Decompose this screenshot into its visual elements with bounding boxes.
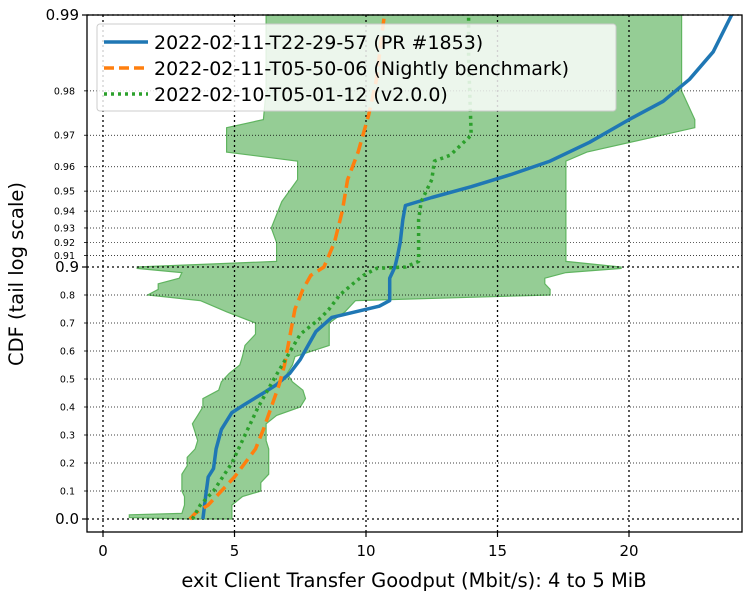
- y-minor-tick-label: 0.98: [54, 86, 75, 97]
- series-line-3: [190, 15, 473, 520]
- legend: 2022-02-11-T22-29-57 (PR #1853) 2022-02-1…: [96, 23, 617, 112]
- y-axis-title: CDF (tail log scale): [5, 182, 28, 366]
- y-minor-tick-label: 0.3: [60, 431, 75, 442]
- y-minor-tick-label: 0.5: [60, 375, 75, 386]
- y-minor-tick-label: 0.94: [54, 207, 75, 218]
- y-minor-tick-label: 0.8: [60, 291, 75, 302]
- x-tick-label: 20: [619, 542, 638, 560]
- y-minor-tick-label: 0.1: [60, 487, 75, 498]
- series-lines: [188, 14, 734, 521]
- series-line-2: [188, 14, 387, 521]
- y-minor-tick-label: 0.93: [54, 223, 75, 234]
- y-major-tick-label: 0.0: [55, 510, 79, 528]
- y-minor-tick-label: 0.92: [54, 238, 75, 249]
- y-minor-tick-label: 0.96: [54, 162, 75, 173]
- y-minor-tick-label: 0.2: [60, 459, 75, 470]
- y-minor-tick-label: 0.97: [54, 131, 75, 142]
- y-minor-tick-label: 0.7: [60, 319, 75, 330]
- legend-box: [96, 23, 617, 112]
- y-minor-tick-label: 0.4: [60, 403, 75, 414]
- legend-label-3: 2022-02-10-T05-01-12 (v2.0.0): [154, 84, 448, 106]
- y-minor-tick-label: 0.95: [54, 187, 75, 198]
- series-line-1: [201, 14, 734, 520]
- legend-label-2: 2022-02-11-T05-50-06 (Nightly benchmark): [154, 58, 569, 80]
- y-minor-tick-label: 0.6: [60, 347, 75, 358]
- x-tick-label: 10: [356, 542, 375, 560]
- y-minor-tick-label: 0.91: [54, 251, 75, 262]
- axis-ticks: 0 5 10 15 20 0.0 0.9 0.99 0.1 0.2 0.3 0.4 0.5 0.6 0.7 0…: [46, 6, 639, 560]
- plot-frame: [86, 14, 743, 533]
- y-major-tick-label: 0.9: [55, 258, 79, 276]
- x-axis-title: exit Client Transfer Goodput (Mbit/s): 4…: [181, 569, 646, 592]
- x-tick-label: 5: [230, 542, 240, 560]
- legend-label-1: 2022-02-11-T22-29-57 (PR #1853): [154, 32, 483, 54]
- y-major-tick-label: 0.99: [46, 6, 79, 24]
- x-tick-label: 0: [98, 542, 108, 560]
- x-tick-label: 15: [488, 542, 507, 560]
